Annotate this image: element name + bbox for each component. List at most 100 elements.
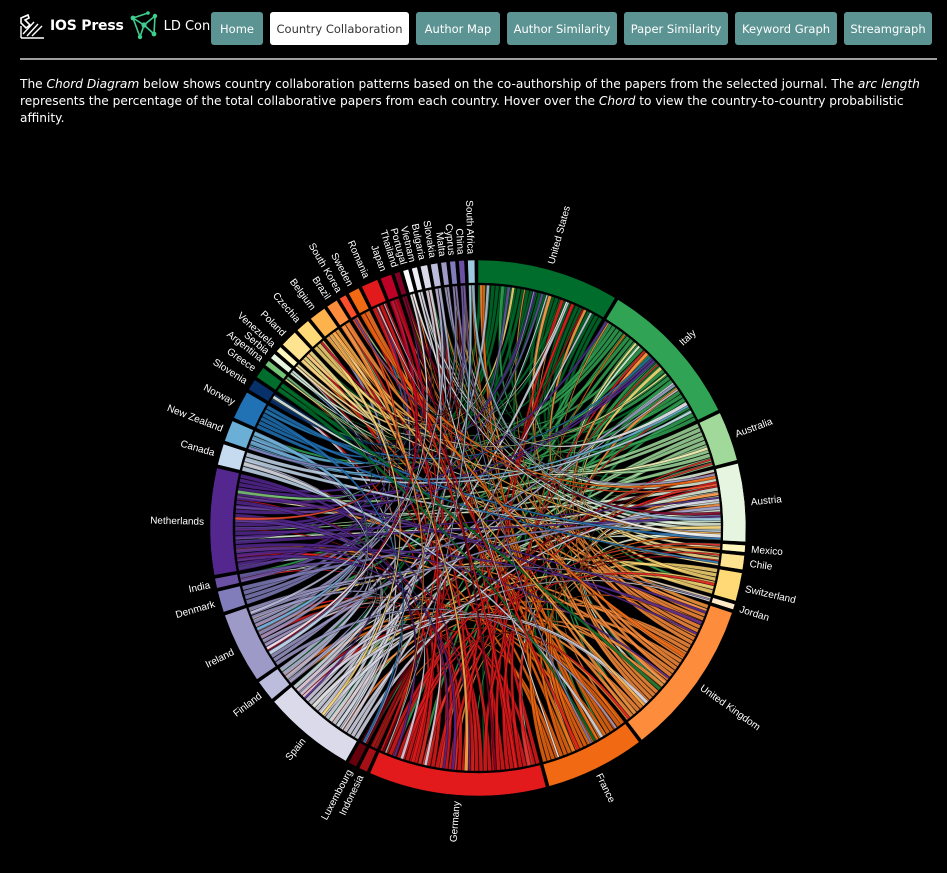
ribbon-bulgaria-romania[interactable] (376, 289, 447, 414)
arc-portugal[interactable] (402, 268, 415, 294)
nav-keyword-graph-button[interactable]: Keyword Graph (735, 12, 837, 45)
arc-chile[interactable] (719, 552, 745, 571)
ribbon-czechia-spain[interactable] (320, 340, 401, 716)
arc-south-africa[interactable] (467, 259, 476, 284)
ribbon-malta-austria[interactable] (444, 286, 716, 486)
ribbon-romania-germany[interactable] (379, 304, 518, 769)
ribbon-canada-austria[interactable] (244, 456, 722, 533)
arc-italy[interactable] (605, 299, 719, 421)
ribbon-india-united-states[interactable] (240, 293, 544, 583)
arc-switzerland[interactable] (713, 568, 743, 602)
label-canada: Canada (179, 439, 216, 459)
ribbon-japan-czechia[interactable] (320, 298, 426, 426)
chord-diagram[interactable]: United States Italy Australia Austria Mexico… (0, 150, 947, 873)
arc-bulgaria[interactable] (419, 264, 432, 290)
arc-france[interactable] (542, 723, 640, 787)
arc-argentina[interactable] (264, 360, 288, 380)
ribbon-south-africa-germany[interactable] (384, 284, 473, 754)
nav-home-button[interactable]: Home (211, 12, 263, 45)
arc-united-kingdom[interactable] (627, 605, 733, 741)
arc-romania[interactable] (361, 279, 387, 308)
ribbon-slovakia-romania[interactable] (383, 287, 452, 413)
arc-austria[interactable] (715, 462, 747, 543)
country-arcs[interactable] (209, 259, 747, 797)
ribbon-germany-mexico[interactable] (421, 542, 721, 766)
arc-malta[interactable] (440, 261, 450, 286)
arc-poland[interactable] (282, 332, 311, 361)
arc-finland[interactable] (258, 668, 290, 700)
ribbon-portugal-ireland[interactable] (266, 293, 428, 650)
arc-south-korea[interactable] (339, 294, 358, 319)
ios-press-logo-icon (20, 13, 44, 39)
chord-ribbons[interactable] (234, 284, 722, 772)
arc-spain[interactable] (273, 686, 358, 762)
ribbon-poland-argentina[interactable] (284, 350, 389, 448)
arc-brazil[interactable] (326, 299, 350, 326)
arc-united-states[interactable] (477, 259, 616, 318)
ribbon-belgium-germany[interactable] (329, 333, 469, 771)
arc-belgium[interactable] (310, 308, 338, 338)
desc-chord-term: Chord (598, 94, 636, 108)
arc-mexico[interactable] (721, 543, 746, 553)
ribbon-netherlands-united-kingdom[interactable] (237, 491, 707, 614)
ribbon-greece-united-kingdom[interactable] (279, 382, 662, 691)
brand[interactable]: IOS Press LD Connect (18, 10, 239, 42)
ribbon-bulgaria-spain[interactable] (340, 289, 442, 731)
arc-slovakia[interactable] (430, 262, 442, 288)
ribbon-venezuela-australia[interactable] (296, 363, 709, 476)
nav-country-collaboration-button[interactable]: Country Collaboration (270, 12, 409, 45)
arc-luxembourg[interactable] (348, 742, 368, 768)
arc-canada[interactable] (217, 443, 246, 471)
ribbon-netherlands-germany[interactable] (240, 473, 471, 772)
ribbon-japan-ireland[interactable] (266, 299, 419, 651)
ribbon-china-united-states[interactable] (462, 285, 511, 408)
ribbon-cyprus-france[interactable] (454, 285, 593, 744)
arc-denmark[interactable] (217, 585, 246, 613)
arc-ireland[interactable] (224, 607, 277, 680)
ribbon-netherlands-united-kingdom[interactable] (235, 542, 670, 680)
ribbon-finland-united-states[interactable] (279, 284, 490, 672)
label-malta: Malta (433, 231, 447, 257)
arc-vietnam[interactable] (411, 266, 423, 291)
nav-author-similarity-button[interactable]: Author Similarity (507, 12, 617, 45)
arc-serbia[interactable] (270, 353, 293, 374)
label-india: India (188, 580, 212, 595)
arc-india[interactable] (214, 573, 240, 589)
arc-czechia[interactable] (296, 320, 323, 348)
arc-sweden[interactable] (348, 287, 370, 314)
arc-jordan[interactable] (711, 597, 736, 610)
arc-japan[interactable] (380, 274, 399, 301)
arc-greece[interactable] (256, 367, 282, 391)
nav-paper-similarity-button[interactable]: Paper Similarity (624, 12, 728, 45)
arc-china[interactable] (458, 260, 466, 284)
ribbon-sweden-united-kingdom[interactable] (364, 310, 686, 658)
arc-slovenia[interactable] (248, 379, 275, 402)
ribbon-united-kingdom-united-states[interactable] (514, 289, 668, 685)
ribbon-serbia-slovenia[interactable] (272, 369, 381, 457)
label-norway: Norway (202, 383, 237, 408)
arc-indonesia[interactable] (358, 747, 377, 773)
ribbon-germany-italy[interactable] (510, 350, 646, 768)
arc-netherlands[interactable] (209, 467, 240, 576)
arc-cyprus[interactable] (449, 260, 458, 285)
ribbon-ireland-italy[interactable] (270, 383, 676, 659)
arc-venezuela[interactable] (276, 346, 298, 367)
nav-streamgraph-button[interactable]: Streamgraph (844, 12, 932, 45)
ribbon-greece-france[interactable] (276, 387, 597, 742)
ribbon-romania-germany[interactable] (372, 307, 439, 763)
arc-new-zealand[interactable] (224, 420, 254, 449)
ribbon-netherlands-austria[interactable] (235, 515, 721, 545)
nav-author-map-button[interactable]: Author Map (416, 12, 500, 45)
ribbon-south-korea-austria[interactable] (352, 318, 718, 493)
ribbon-germany-italy[interactable] (494, 363, 659, 771)
ribbon-brazil-germany[interactable] (340, 324, 425, 754)
arc-norway[interactable] (233, 391, 268, 428)
arc-germany[interactable] (369, 751, 547, 797)
arc-thailand[interactable] (393, 271, 407, 296)
ribbon-vietnam-italy[interactable] (420, 291, 688, 448)
ribbon-germany-switzerland[interactable] (396, 572, 715, 759)
arc-australia[interactable] (698, 412, 738, 467)
ribbon-spain-united-states[interactable] (295, 294, 549, 693)
ribbon-slovakia-ireland[interactable] (249, 288, 444, 615)
ribbon-south-africa-austria[interactable] (471, 284, 722, 521)
